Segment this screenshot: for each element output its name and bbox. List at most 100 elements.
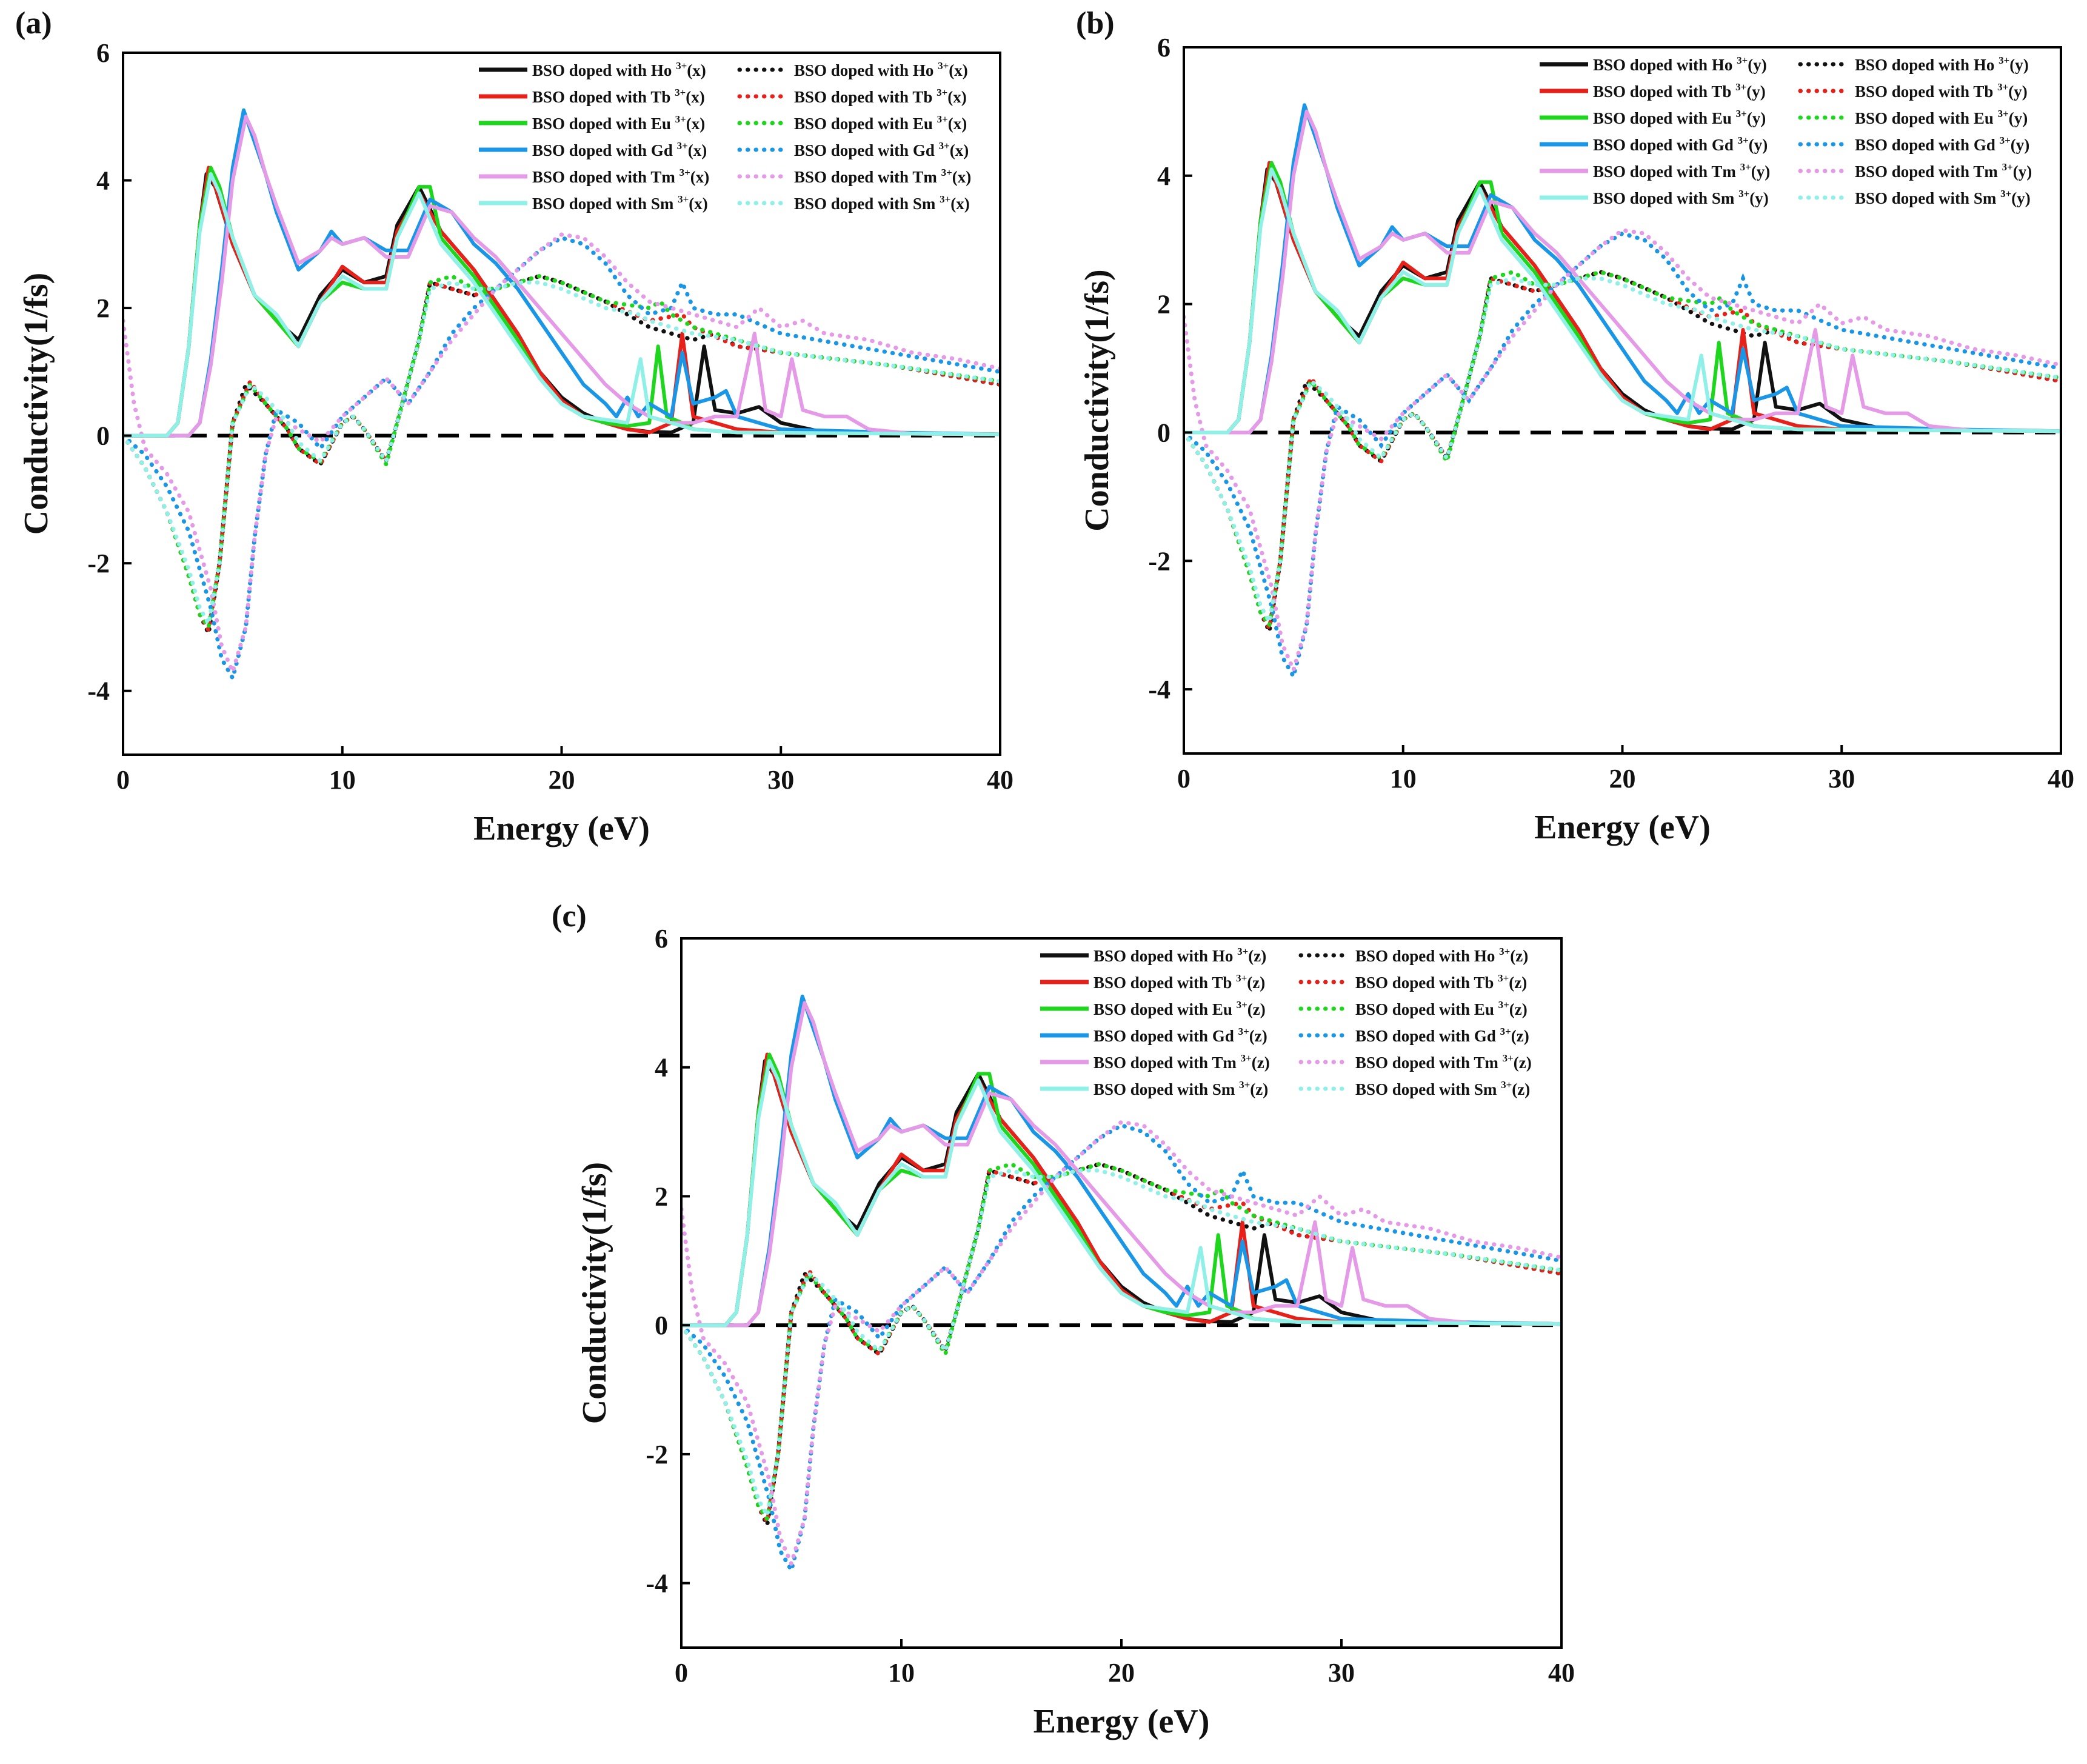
x-tick-label: 20	[1108, 1658, 1135, 1688]
legend-label: BSO doped with Tb 3+(x)	[794, 87, 967, 106]
legend: BSO doped with Ho 3+(z) BSO doped with Ho…	[1040, 946, 1532, 1098]
series-line-solid-eu	[681, 1052, 1561, 1328]
y-tick-label: -4	[87, 677, 110, 706]
panel-a: (a) 0 10 20 30 40 -4 -2 0 2 4 6 Energy (eV) Conductiv…	[15, 6, 1013, 847]
series-line-dotted-gd	[123, 235, 1000, 684]
series-line-dotted-tm	[681, 1120, 1561, 1571]
series-line-dotted-eu	[1184, 269, 2061, 631]
series-line-dotted-eu	[123, 273, 1000, 633]
y-tick-label: 2	[96, 293, 110, 323]
y-axis-title: Conductivity(1/fs)	[576, 1162, 613, 1424]
series-line-dotted-tb	[1184, 270, 2061, 635]
y-tick-label: 4	[1157, 161, 1170, 191]
legend-label: BSO doped with Sm 3+(y)	[1593, 188, 1769, 207]
legend-label: BSO doped with Tm 3+(y)	[1855, 161, 2032, 181]
x-tick-label: 20	[549, 765, 575, 795]
legend: BSO doped with Ho 3+(y) BSO doped with Ho…	[1540, 55, 2032, 207]
y-tick-label: -4	[1148, 675, 1170, 704]
series-line-dotted-ho	[123, 273, 1000, 641]
legend-label: BSO doped with Tm 3+(z)	[1355, 1052, 1532, 1072]
series-line-dotted-tm	[1184, 228, 2061, 677]
legend-label: BSO doped with Gd 3+(x)	[794, 140, 969, 159]
series-group	[123, 108, 1000, 684]
series-line-dotted-ho	[681, 1161, 1561, 1532]
legend-label: BSO doped with Sm 3+(x)	[532, 193, 708, 213]
x-tick-label: 10	[888, 1658, 915, 1688]
legend-label: BSO doped with Sm 3+(z)	[1094, 1079, 1268, 1098]
x-tick-label: 40	[1548, 1658, 1575, 1688]
legend-label: BSO doped with Gd 3+(y)	[1593, 135, 1768, 154]
y-tick-label: -2	[646, 1440, 668, 1469]
panel-label: (c)	[552, 899, 587, 934]
legend-label: BSO doped with Sm 3+(x)	[794, 193, 970, 213]
series-line-solid-ho	[681, 1059, 1561, 1328]
series-line-solid-tm	[681, 1001, 1561, 1328]
legend-label: BSO doped with Ho 3+(x)	[794, 60, 968, 79]
series-line-dotted-ho	[1184, 270, 2061, 639]
y-tick-label: 0	[96, 421, 110, 451]
x-tick-label: 10	[1390, 764, 1417, 793]
y-tick-label: -2	[1148, 546, 1170, 576]
x-tick-label: 40	[987, 765, 1013, 795]
series-line-dotted-gd	[681, 1123, 1561, 1576]
series-line-dotted-eu	[681, 1161, 1561, 1525]
panel-label: (b)	[1076, 6, 1115, 41]
legend-label: BSO doped with Gd 3+(z)	[1355, 1026, 1529, 1045]
y-tick-label: 2	[655, 1181, 668, 1211]
series-line-solid-ho	[1184, 167, 2061, 435]
y-tick-label: 4	[655, 1053, 668, 1083]
series-line-dotted-gd	[1184, 231, 2061, 683]
legend-label: BSO doped with Tb 3+(y)	[1855, 81, 2028, 101]
legend-label: BSO doped with Gd 3+(x)	[532, 140, 707, 159]
series-line-solid-tm	[123, 115, 1000, 438]
y-tick-label: 0	[655, 1311, 668, 1340]
legend-label: BSO doped with Tm 3+(y)	[1593, 161, 1770, 181]
legend-label: BSO doped with Eu 3+(z)	[1355, 999, 1528, 1018]
series-line-solid-sm	[123, 172, 1000, 438]
legend-label: BSO doped with Tb 3+(z)	[1094, 972, 1265, 992]
x-tick-label: 20	[1609, 764, 1636, 793]
y-axis-title: Conductivity(1/fs)	[1078, 269, 1116, 531]
legend-label: BSO doped with Ho 3+(y)	[1855, 55, 2029, 74]
legend-label: BSO doped with Gd 3+(z)	[1094, 1026, 1267, 1045]
legend-label: BSO doped with Tb 3+(y)	[1593, 81, 1766, 101]
panel-b: (b) 0 10 20 30 40 -4 -2 0 2 4 6 Energy (eV) Conductiv…	[1076, 6, 2074, 846]
x-tick-label: 0	[116, 765, 130, 795]
legend-label: BSO doped with Ho 3+(y)	[1593, 55, 1767, 74]
legend-label: BSO doped with Ho 3+(z)	[1355, 946, 1528, 965]
series-group	[681, 994, 1561, 1576]
legend-label: BSO doped with Gd 3+(y)	[1855, 135, 2029, 154]
y-tick-label: 6	[96, 38, 110, 68]
y-tick-label: 6	[655, 924, 668, 954]
series-line-solid-tm	[1184, 109, 2061, 435]
x-tick-label: 30	[1828, 764, 1855, 793]
panel-c: (c) 0 10 20 30 40 -4 -2 0 2 4 6 Energy (eV) Conductiv…	[552, 899, 1575, 1740]
y-tick-label: 4	[96, 166, 110, 196]
series-line-solid-gd	[681, 994, 1561, 1328]
legend-label: BSO doped with Eu 3+(x)	[794, 113, 967, 133]
panel-label: (a)	[15, 6, 52, 41]
series-line-dotted-tm	[123, 232, 1000, 678]
legend-label: BSO doped with Tb 3+(x)	[532, 87, 705, 106]
x-tick-label: 0	[675, 1658, 688, 1688]
legend-label: BSO doped with Eu 3+(x)	[532, 113, 705, 133]
legend-label: BSO doped with Tb 3+(z)	[1355, 972, 1527, 992]
x-axis-title: Energy (eV)	[473, 810, 650, 847]
series-line-solid-ho	[123, 172, 1000, 438]
y-tick-label: -2	[87, 549, 110, 578]
y-axis-title: Conductivity(1/fs)	[18, 273, 55, 535]
legend-label: BSO doped with Sm 3+(z)	[1355, 1079, 1530, 1098]
x-tick-label: 40	[2048, 764, 2074, 793]
x-tick-label: 0	[1177, 764, 1190, 793]
legend-label: BSO doped with Eu 3+(y)	[1593, 108, 1766, 127]
legend: BSO doped with Ho 3+(x) BSO doped with Ho…	[479, 60, 971, 213]
series-line-solid-eu	[123, 165, 1000, 438]
legend-label: BSO doped with Eu 3+(y)	[1855, 108, 2028, 127]
y-tick-label: 6	[1157, 33, 1170, 62]
series-group	[1184, 103, 2061, 683]
x-tick-label: 30	[1328, 1658, 1355, 1688]
series-line-dotted-tb	[681, 1161, 1561, 1529]
series-line-dotted-sm	[681, 1168, 1561, 1522]
series-line-dotted-tb	[123, 273, 1000, 637]
